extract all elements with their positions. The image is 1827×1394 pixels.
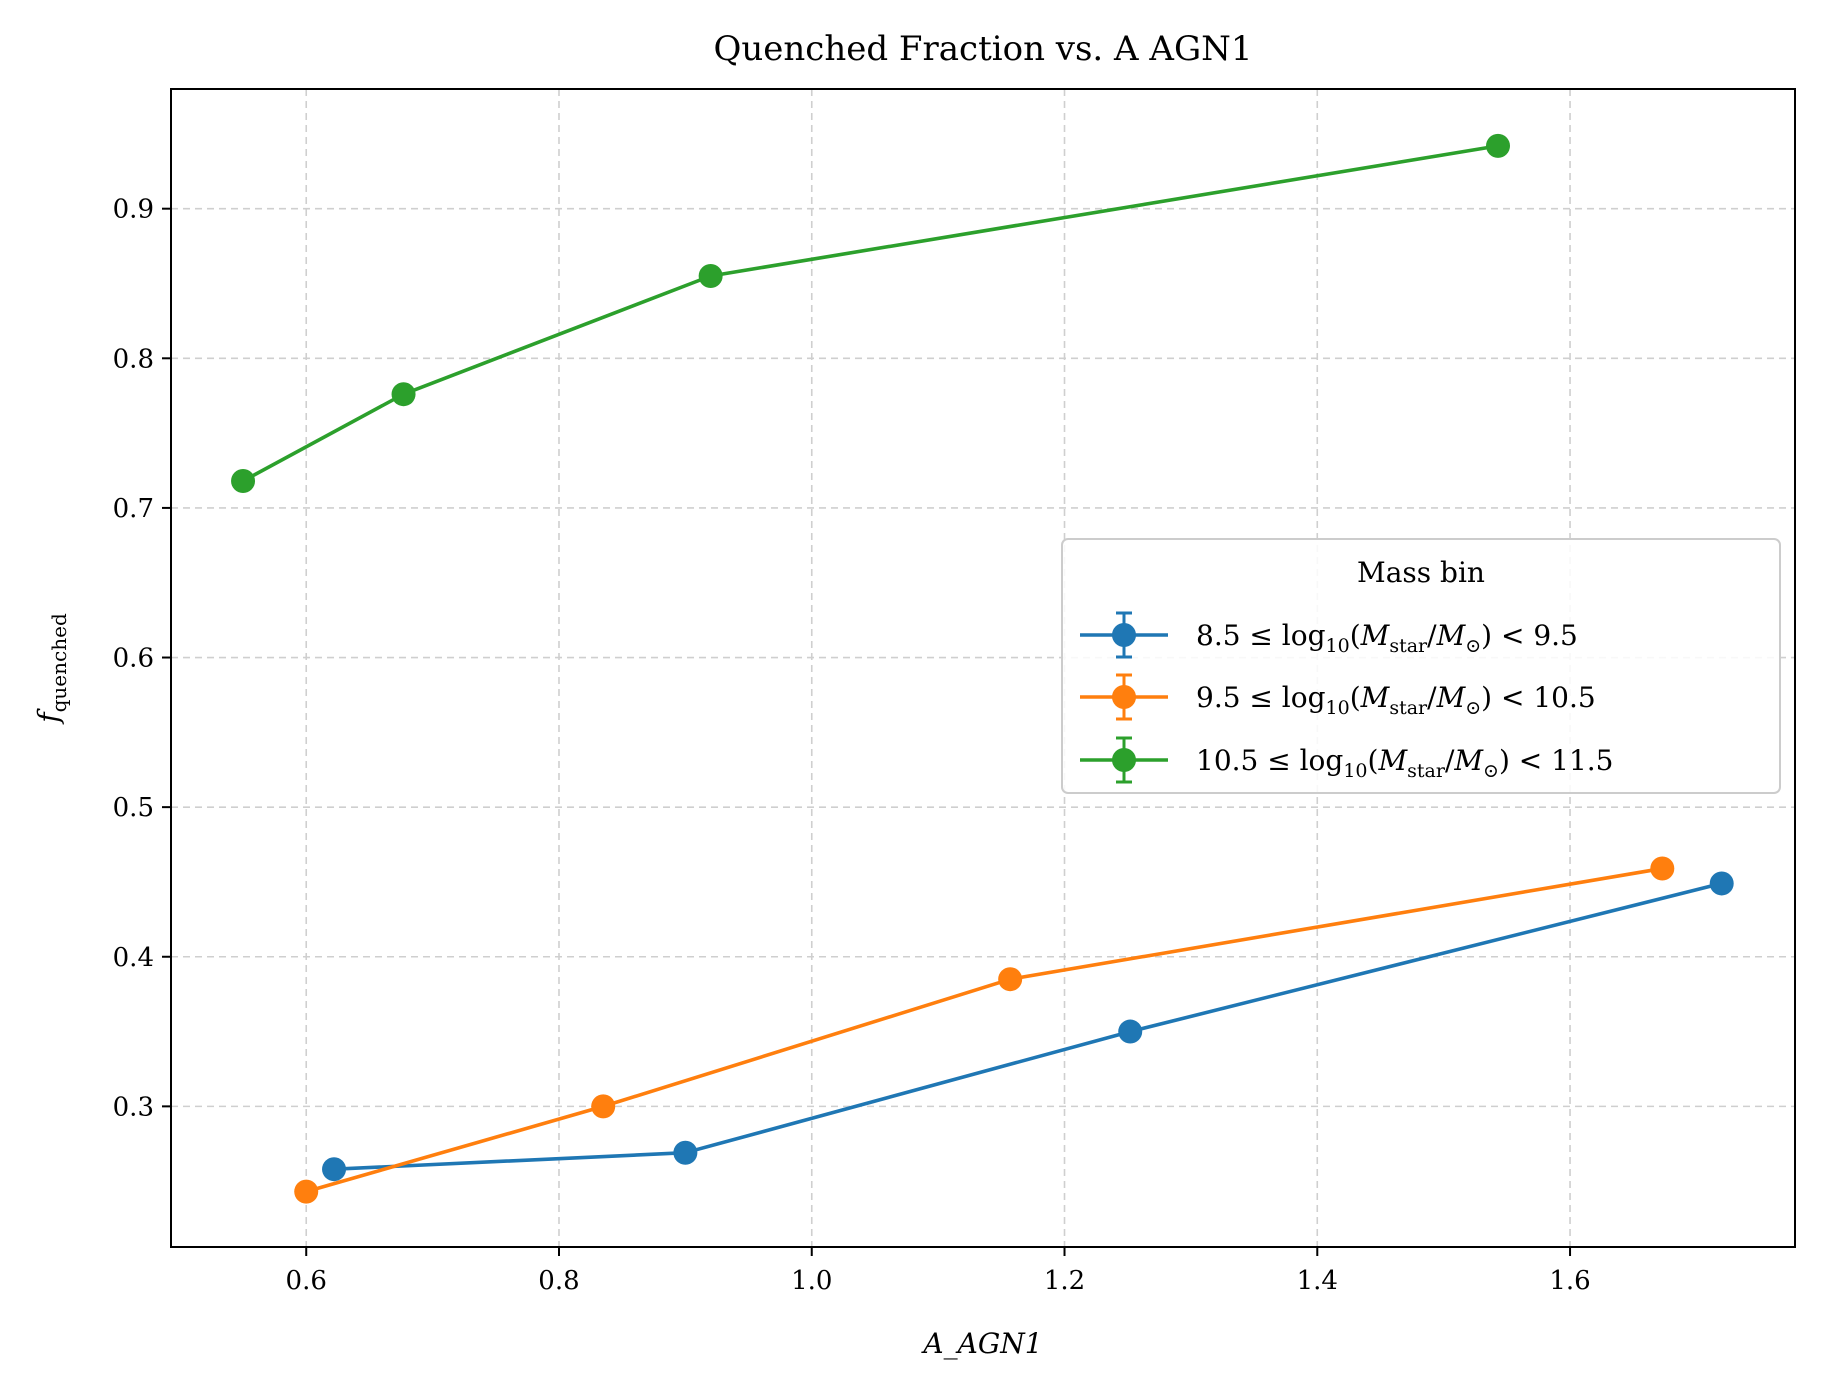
legend-entries: 8.5 ≤ log10(Mstar/M⊙) < 9.59.5 ≤ log10(M… [1080,611,1614,784]
y-tick-label: 0.4 [113,943,154,973]
legend-label-part: 10 [1343,760,1367,782]
series-layer [231,133,1734,1204]
legend-marker [1112,748,1136,772]
series-line-1 [332,881,1724,1171]
legend-label-part: star [1389,697,1428,719]
legend-label: 10.5 ≤ log10(Mstar/M⊙) < 11.5 [1196,744,1614,782]
legend-label-part: / [1427,619,1437,652]
x-tick-label: 0.6 [286,1266,327,1296]
series-line-2 [304,866,1665,1194]
legend-label-part: star [1389,635,1428,657]
grid [171,89,1795,1247]
y-tick-label: 0.6 [113,644,154,674]
legend-label-part: 8.5 ≤ log [1196,619,1326,652]
legend-label-part: 10 [1326,697,1350,719]
plot-frame [170,88,1796,1248]
legend-label-part: M [1360,681,1391,714]
data-point [294,1179,319,1204]
legend-label-part: ⊙ [1465,635,1481,657]
legend-label-part: ( [1368,744,1379,777]
data-point [391,382,416,407]
legend-label-part: ⊙ [1465,697,1481,719]
data-point [1118,1019,1143,1044]
data-point [1486,133,1511,158]
legend-marker [1112,685,1136,709]
legend-box [1061,538,1781,794]
x-axis-label-part: A [920,1327,943,1360]
legend-label: 9.5 ≤ log10(Mstar/M⊙) < 10.5 [1196,681,1596,719]
legend-label-part: ) < 10.5 [1481,681,1596,714]
legend-label-part: ) < 11.5 [1499,744,1614,777]
legend-label-part: M [1453,744,1484,777]
legend-label-part: M [1377,744,1408,777]
legend-label-part: star [1407,760,1446,782]
chart-title: Quenched Fraction vs. A AGN1 [713,29,1252,69]
data-point [231,468,256,493]
series-line-3 [241,144,1500,483]
legend-label-part: ⊙ [1483,760,1499,782]
x-axis-label-part: AGN1 [955,1327,1043,1360]
x-tick-label: 1.0 [791,1266,832,1296]
data-point [322,1157,347,1182]
data-point [998,967,1023,992]
data-point [673,1140,698,1165]
data-point [591,1094,616,1119]
legend-label-part: ) < 9.5 [1481,619,1578,652]
y-tick-label: 0.9 [113,195,154,225]
x-tick-label: 1.2 [1044,1266,1085,1296]
legend-label: 8.5 ≤ log10(Mstar/M⊙) < 9.5 [1196,619,1578,657]
y-tick-label: 0.7 [113,494,154,524]
legend-label-part: / [1427,681,1437,714]
x-tick-label: 1.4 [1297,1266,1338,1296]
y-tick-label: 0.3 [113,1092,154,1122]
legend-label-part: 10.5 ≤ log [1196,744,1343,777]
x-tick-label: 1.6 [1549,1266,1590,1296]
legend-label-part: M [1436,681,1467,714]
x-axis-label-underscore: _ [944,1327,958,1360]
legend-label-part: / [1445,744,1455,777]
data-point [1709,871,1734,896]
ticks: 0.6 0.8 1.0 1.2 1.4 1.6 0.3 0.4 0.5 0.6 0.7 0.8 0.9 [113,195,1591,1296]
legend: Mass bin 8.5 ≤ log10(Mstar/M⊙) < 9.59.5 … [1061,538,1781,794]
legend-title: Mass bin [1357,556,1485,589]
legend-label-part: 9.5 ≤ log [1196,681,1326,714]
y-tick-label: 0.8 [113,344,154,374]
legend-marker [1112,623,1136,647]
legend-label-part: ( [1350,619,1361,652]
y-tick-label: 0.5 [113,793,154,823]
legend-label-part: 10 [1326,635,1350,657]
legend-label-part: ( [1350,681,1361,714]
data-point [1650,856,1675,881]
y-axis-label-sub: quenched [47,613,71,712]
legend-label-part: M [1436,619,1467,652]
legend-label-part: M [1360,619,1391,652]
data-point [698,264,723,289]
x-axis-label: A_AGN1 [920,1327,1042,1360]
x-tick-label: 0.8 [538,1266,579,1296]
